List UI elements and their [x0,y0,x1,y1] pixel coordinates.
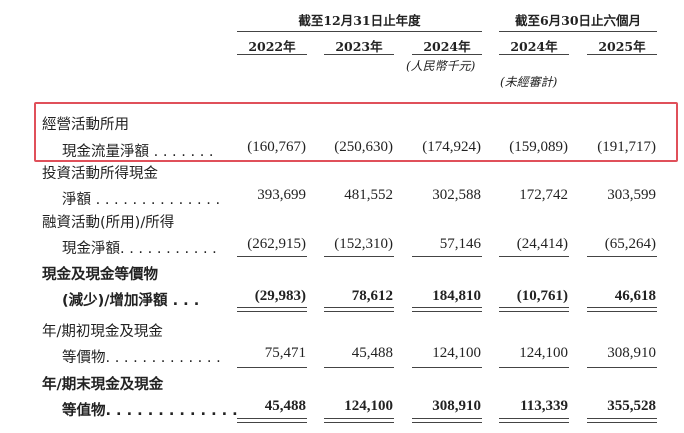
cell-value: (191,717) [597,139,656,155]
double-underline [412,418,482,423]
row-label-line1: 現金及現金等價物 [42,267,158,283]
row-label-line1: 投資活動所得現金 [42,166,158,182]
row-label-line1: 經營活動所用 [42,117,129,133]
underline [587,367,657,368]
double-underline [412,307,482,312]
underline [587,256,657,257]
cell-value: 57,146 [439,236,481,252]
divider [499,54,569,55]
divider [499,31,657,32]
cell-value: 45,488 [351,345,393,361]
divider [412,54,482,55]
double-underline [324,307,394,312]
double-underline [499,307,569,312]
cell-value: 124,100 [344,398,393,414]
row-label-line1: 年/期初現金及現金 [42,324,163,340]
double-underline [499,418,569,423]
column-header: 2024年 [423,39,471,54]
underline [499,256,569,257]
underline [412,256,482,257]
cell-value: (10,761) [516,288,568,304]
cell-value: (174,924) [422,139,481,155]
divider [587,54,657,55]
cell-value: 46,618 [614,288,656,304]
column-header: 2024年 [510,39,558,54]
cell-value: (65,264) [604,236,656,252]
cell-value: 113,339 [520,398,568,414]
cell-value: 172,742 [519,187,568,203]
cell-value: (29,983) [254,288,306,304]
cell-value: 78,612 [351,288,393,304]
column-header: 2025年 [598,39,646,54]
underline [237,256,307,257]
cell-value: 481,552 [344,187,393,203]
cell-value: 393,699 [257,187,306,203]
row-label-line1: 年/期末現金及現金 [42,377,164,393]
cell-value: 308,910 [607,345,656,361]
cell-value: (262,915) [247,236,306,252]
cell-value: (24,414) [516,236,568,252]
double-underline [237,418,307,423]
cell-value: 124,100 [519,345,568,361]
cell-value: 45,488 [264,398,306,414]
cell-value: (152,310) [334,236,393,252]
row-label-line2: (減少)/增加淨額 . . . [62,293,200,309]
divider [237,31,482,32]
double-underline [587,418,657,423]
column-header: 2022年 [248,39,296,54]
cell-value: (159,089) [509,139,568,155]
row-label-line2: 等價物. . . . . . . . . . . . . [62,350,221,366]
unit-note: (人民幣千元) [406,59,476,73]
cell-value: 355,528 [607,398,656,414]
cell-value: 124,100 [432,345,481,361]
cell-value: (160,767) [247,139,306,155]
unaudited-note: (未經審計) [500,75,558,89]
cell-value: 302,588 [432,187,481,203]
cell-value: 184,810 [432,288,481,304]
row-label-line2: 現金淨額. . . . . . . . . . . [62,241,217,257]
column-header: 2023年 [335,39,383,54]
underline [324,256,394,257]
row-label-line1: 融資活動(所用)/所得 [42,215,175,231]
row-label-line2: 淨額 . . . . . . . . . . . . . . [62,192,221,208]
double-underline [587,307,657,312]
double-underline [324,418,394,423]
header-year-group: 截至12月31日止年度 [298,13,421,28]
cell-value: 303,599 [607,187,656,203]
double-underline [237,307,307,312]
header-half-group: 截至6月30日止六個月 [514,13,642,28]
cell-value: 308,910 [432,398,481,414]
row-label-line2: 等值物. . . . . . . . . . . . . [62,403,238,419]
underline [499,367,569,368]
divider [324,54,394,55]
divider [237,54,307,55]
cell-value: 75,471 [264,345,306,361]
highlight-box [34,102,678,162]
row-label-line2: 現金流量淨額 . . . . . . . [62,144,214,160]
cell-value: (250,630) [334,139,393,155]
underline [412,367,482,368]
underline [324,367,394,368]
underline [237,367,307,368]
